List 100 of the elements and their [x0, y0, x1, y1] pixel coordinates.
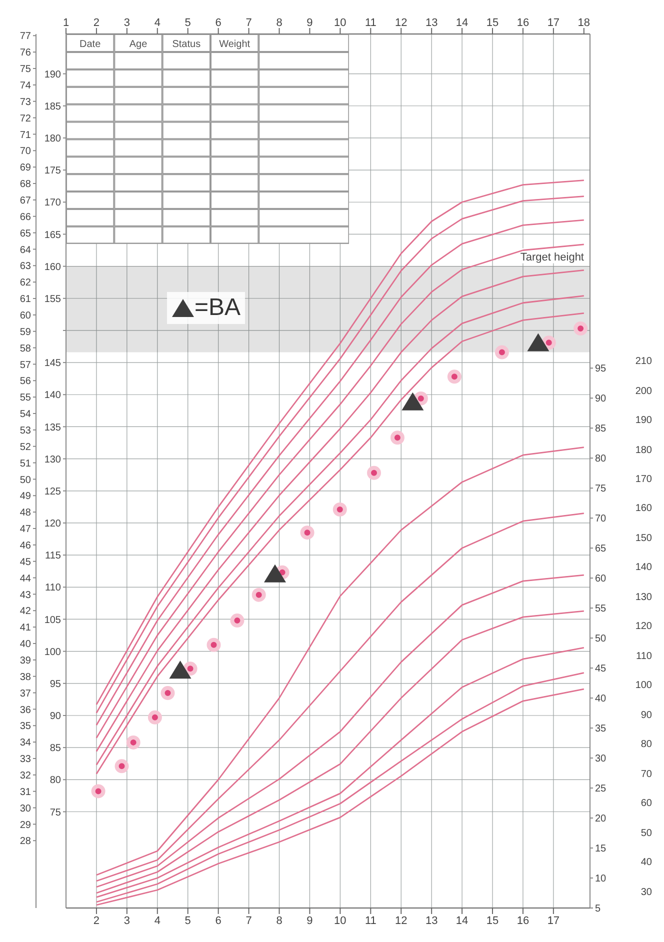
y-tick-label: 125 [44, 486, 62, 498]
y2-tick-label: 60 [595, 574, 607, 585]
x2-tick-label: 5 [184, 17, 191, 29]
y3-tick-label: 42 [20, 606, 32, 618]
y-tick-label: 90 [50, 711, 62, 722]
x2-tick-label: 14 [456, 17, 468, 29]
y3-tick-label: 72 [20, 113, 32, 124]
x2-tick-label: 3 [124, 17, 130, 29]
y3-tick-label: 41 [20, 622, 32, 634]
y3-tick-label: 74 [20, 80, 32, 92]
x-tick-label: 12 [394, 914, 408, 927]
y2-tick-label: 80 [595, 454, 607, 465]
y-tick-label: 100 [44, 646, 62, 658]
x-tick-label: 3 [124, 914, 130, 927]
annotation: Date [80, 39, 102, 50]
y2-tick-label: 75 [595, 484, 607, 495]
text: 150 [634, 532, 652, 546]
x-tick-label: 11 [364, 914, 376, 927]
text: 60 [640, 797, 652, 812]
x2-tick-label: 18 [578, 17, 590, 29]
x2-tick-label: 8 [276, 17, 282, 29]
y2-tick-label: 35 [595, 724, 607, 735]
y3-tick-label: 69 [20, 162, 32, 174]
y3-tick-label: 63 [20, 261, 32, 272]
y-tick-label: 130 [44, 454, 62, 466]
y3-tick-label: 56 [20, 376, 32, 388]
y2-tick-label: 50 [595, 634, 607, 645]
y3-tick-label: 48 [20, 508, 32, 519]
x-tick-label: 17 [547, 914, 560, 927]
y2-tick-label: 95 [595, 364, 607, 375]
y3-tick-label: 51 [20, 458, 32, 470]
y2-tick-label: 85 [595, 424, 607, 435]
y3-tick-label: 38 [20, 672, 32, 683]
text: 140 [634, 561, 652, 576]
x2-tick-label: 11 [364, 17, 376, 29]
y3-tick-label: 57 [20, 360, 32, 371]
x-tick-label: 13 [425, 914, 438, 927]
y3-tick-label: 68 [20, 179, 32, 190]
text: 170 [634, 472, 652, 487]
y2-tick-label: 55 [595, 604, 607, 615]
y-tick-label: 155 [44, 294, 62, 305]
x2-tick-label: 6 [215, 17, 222, 29]
x-tick-label: 5 [184, 914, 191, 927]
y3-tick-label: 43 [20, 590, 32, 601]
y-tick-label: 110 [45, 582, 62, 594]
text: 200 [634, 384, 652, 399]
y-tick-label: 190 [44, 69, 62, 80]
y3-tick-label: 31 [20, 786, 32, 798]
text: 180 [634, 444, 652, 458]
legend-label: =BA [194, 294, 241, 322]
y-tick-label: 120 [44, 518, 62, 530]
y3-tick-label: 62 [20, 278, 32, 289]
y2-tick-label: 10 [595, 874, 607, 885]
x2-tick-label: 15 [486, 17, 499, 29]
x-tick-label: 7 [246, 914, 252, 927]
x2-tick-label: 4 [154, 17, 160, 29]
y3-tick-label: 54 [20, 409, 32, 420]
y-tick-label: 75 [50, 807, 62, 818]
annotation: Weight [219, 39, 250, 50]
y2-tick-label: 45 [595, 664, 607, 675]
x-tick-label: 10 [334, 914, 346, 927]
x-tick-label: 4 [154, 914, 160, 927]
y3-tick-label: 59 [20, 326, 32, 338]
y3-tick-label: 39 [20, 655, 32, 666]
y-tick-label: 185 [44, 101, 62, 112]
text: 80 [640, 738, 652, 752]
y2-tick-label: 70 [595, 514, 607, 525]
x2-tick-label: 1 [62, 17, 70, 29]
y2-tick-label: 30 [595, 754, 607, 765]
y3-tick-label: 49 [20, 491, 32, 502]
y3-tick-label: 34 [20, 738, 32, 749]
x2-tick-label: 7 [246, 17, 252, 29]
text: 120 [634, 620, 652, 634]
band-label: Target height [520, 251, 584, 264]
y-tick-label: 140 [44, 390, 62, 402]
y3-tick-label: 65 [20, 228, 32, 240]
y3-tick-label: 67 [20, 195, 32, 206]
x-tick-label: 16 [516, 914, 530, 927]
y3-tick-label: 77 [20, 31, 32, 42]
y-tick-label: 165 [44, 230, 62, 241]
y3-tick-label: 29 [20, 820, 32, 831]
y3-tick-label: 30 [20, 803, 32, 814]
x2-tick-label: 16 [516, 17, 530, 29]
y-tick-label: 145 [44, 358, 62, 370]
y3-tick-label: 75 [20, 64, 32, 76]
text: 210 [634, 355, 652, 370]
x-tick-label: 9 [306, 914, 313, 927]
y3-tick-label: 32 [20, 770, 32, 782]
annotation: Status [172, 39, 201, 50]
y-tick-label: 115 [45, 550, 62, 562]
y3-tick-label: 45 [20, 556, 32, 568]
y2-tick-label: 25 [595, 784, 607, 795]
y-tick-label: 105 [44, 614, 62, 626]
x2-tick-label: 17 [547, 17, 560, 29]
annotation: Age [129, 39, 148, 50]
text: 100 [634, 679, 652, 694]
text: 110 [635, 650, 652, 664]
y3-tick-label: 60 [20, 310, 32, 322]
y-tick-label: 95 [50, 678, 62, 690]
y3-tick-label: 76 [20, 48, 32, 59]
